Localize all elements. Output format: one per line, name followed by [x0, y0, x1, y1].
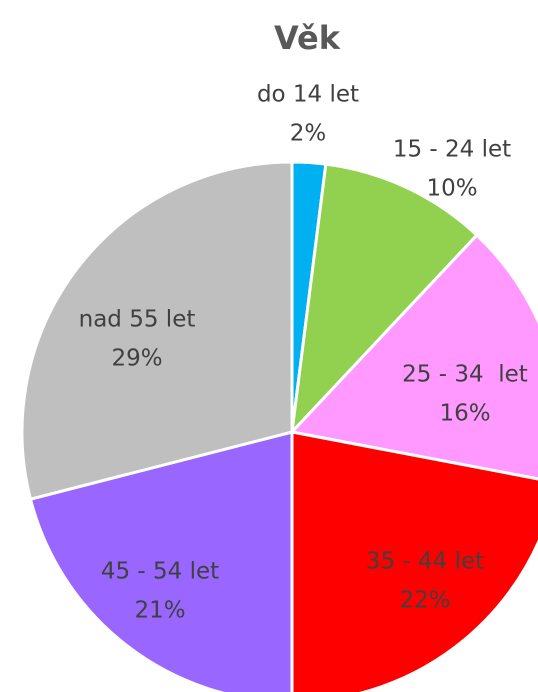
pie-slice — [28, 430, 294, 692]
chart-title: Věk — [274, 19, 341, 57]
slice-label: 15 - 24 let — [393, 137, 511, 163]
pie-slice — [289, 162, 479, 437]
value-label: 29% — [111, 346, 162, 372]
pie-slice — [290, 430, 538, 692]
slice-label: nad 55 let — [79, 307, 196, 333]
value-label: 16% — [439, 401, 490, 427]
pie-slice — [289, 233, 538, 481]
value-label: 22% — [399, 588, 450, 614]
value-label: 21% — [134, 598, 185, 624]
slice-label: 45 - 54 let — [101, 559, 219, 585]
value-label: 2% — [290, 121, 327, 147]
slice-label: do 14 let — [257, 82, 359, 108]
slice-label: 25 - 34 let — [402, 362, 528, 388]
slice-label: 35 - 44 let — [366, 549, 484, 575]
pie-slice — [20, 160, 294, 501]
value-label: 10% — [426, 176, 477, 202]
